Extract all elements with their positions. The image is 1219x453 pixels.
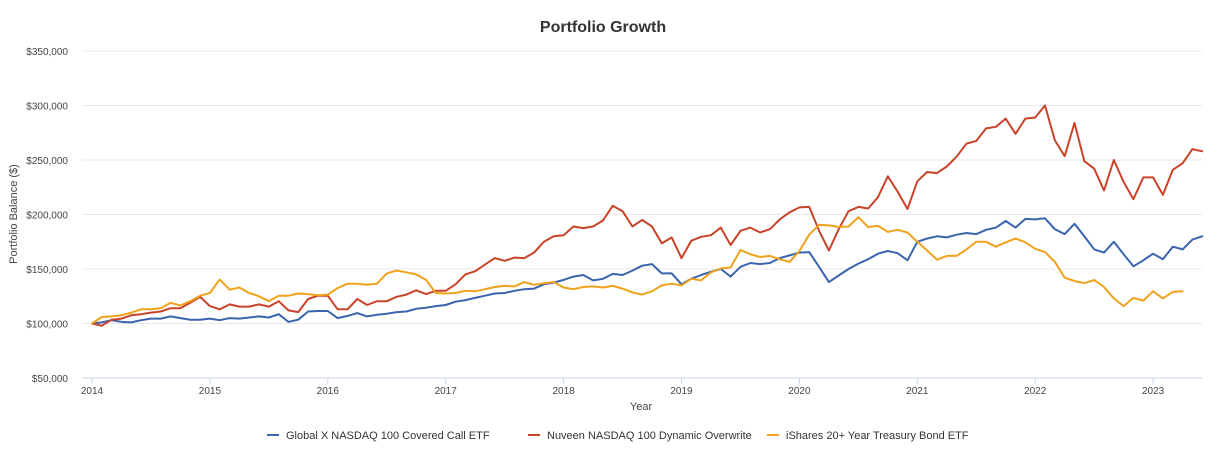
x-tick-label: 2015 <box>199 386 222 397</box>
y-tick-label: $200,000 <box>26 211 68 222</box>
x-axis-ticks: 2014 2015 2016 2017 2018 2019 2020 2021 2022 2023 <box>81 378 1165 397</box>
x-axis-label: Year <box>630 401 653 413</box>
y-tick-label: $150,000 <box>26 265 68 276</box>
x-tick-label: 2017 <box>435 386 458 397</box>
grid-lines <box>82 50 1202 379</box>
series-lines <box>91 104 1204 327</box>
x-tick-label: 2021 <box>906 386 929 397</box>
x-tick-label: 2020 <box>788 386 811 397</box>
series-line-2[interactable] <box>91 216 1184 325</box>
y-tick-label: $100,000 <box>26 320 68 331</box>
x-tick-label: 2022 <box>1024 386 1047 397</box>
legend-item-2[interactable]: iShares 20+ Year Treasury Bond ETF <box>767 430 969 442</box>
y-axis-ticks: $50,000 $100,000 $150,000 $200,000 $250,000 $… <box>26 47 68 385</box>
chart-title: Portfolio Growth <box>540 19 666 36</box>
legend-label: Nuveen NASDAQ 100 Dynamic Overwrite <box>547 430 752 442</box>
y-tick-label: $50,000 <box>32 374 69 385</box>
legend: Global X NASDAQ 100 Covered Call ETF Nuve… <box>267 430 969 442</box>
x-tick-label: 2014 <box>81 386 104 397</box>
series-line-1[interactable] <box>91 104 1204 327</box>
legend-label: iShares 20+ Year Treasury Bond ETF <box>786 430 969 442</box>
x-tick-label: 2023 <box>1142 386 1165 397</box>
y-axis-label: Portfolio Balance ($) <box>8 164 20 264</box>
legend-item-0[interactable]: Global X NASDAQ 100 Covered Call ETF <box>267 430 490 442</box>
y-tick-label: $250,000 <box>26 156 68 167</box>
legend-item-1[interactable]: Nuveen NASDAQ 100 Dynamic Overwrite <box>528 430 752 442</box>
y-tick-label: $300,000 <box>26 102 68 113</box>
series-line-0[interactable] <box>91 217 1204 325</box>
x-tick-label: 2018 <box>552 386 575 397</box>
legend-label: Global X NASDAQ 100 Covered Call ETF <box>286 430 490 442</box>
x-tick-label: 2016 <box>317 386 340 397</box>
x-tick-label: 2019 <box>670 386 693 397</box>
y-tick-label: $350,000 <box>26 47 68 58</box>
